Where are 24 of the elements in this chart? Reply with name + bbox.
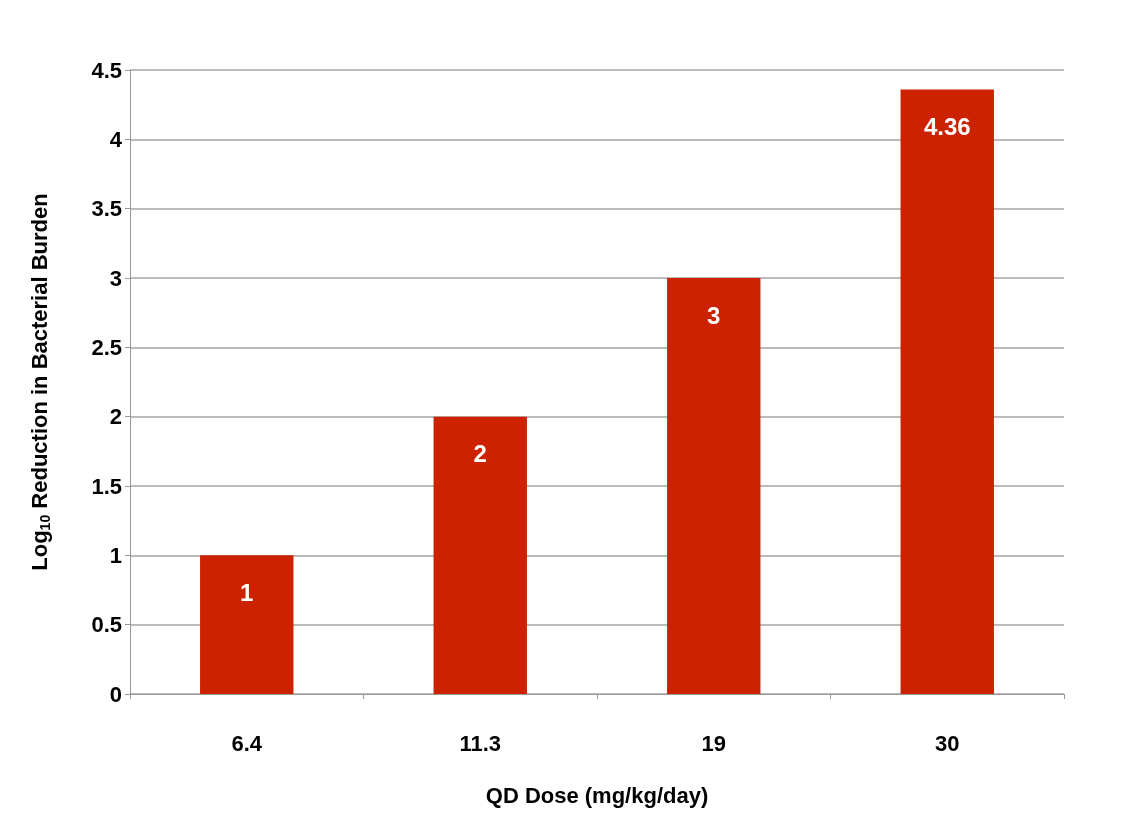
bar (200, 555, 294, 694)
bar (667, 278, 761, 694)
x-tick-label: 19 (701, 730, 726, 756)
y-tick-label: 0 (109, 681, 122, 707)
data-label: 1 (240, 578, 254, 606)
x-tick-label: 30 (935, 730, 960, 756)
y-axis-title: Log10 Reduction in Bacterial Burden (26, 193, 53, 571)
y-tick-label: 3 (109, 265, 122, 291)
y-tick-label: 3.5 (91, 196, 122, 222)
x-axis-title: QD Dose (mg/kg/day) (485, 782, 709, 808)
y-tick-label: 4.5 (91, 57, 122, 83)
y-tick-label: 1 (109, 542, 122, 568)
data-label: 3 (707, 301, 721, 329)
data-label: 4.36 (923, 112, 971, 140)
y-tick-label: 0.5 (91, 612, 122, 638)
bar (433, 416, 527, 694)
y-tick-label: 2 (109, 404, 122, 430)
y-tick-label: 1.5 (91, 473, 122, 499)
bar (900, 89, 994, 694)
x-tick-label: 11.3 (459, 730, 502, 756)
data-label: 2 (473, 440, 487, 468)
y-tick-label: 4 (109, 126, 123, 152)
x-tick-label: 6.4 (231, 730, 263, 756)
y-tick-label: 2.5 (91, 334, 122, 360)
